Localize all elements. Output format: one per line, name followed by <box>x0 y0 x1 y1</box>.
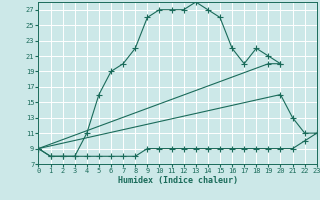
X-axis label: Humidex (Indice chaleur): Humidex (Indice chaleur) <box>118 176 238 185</box>
